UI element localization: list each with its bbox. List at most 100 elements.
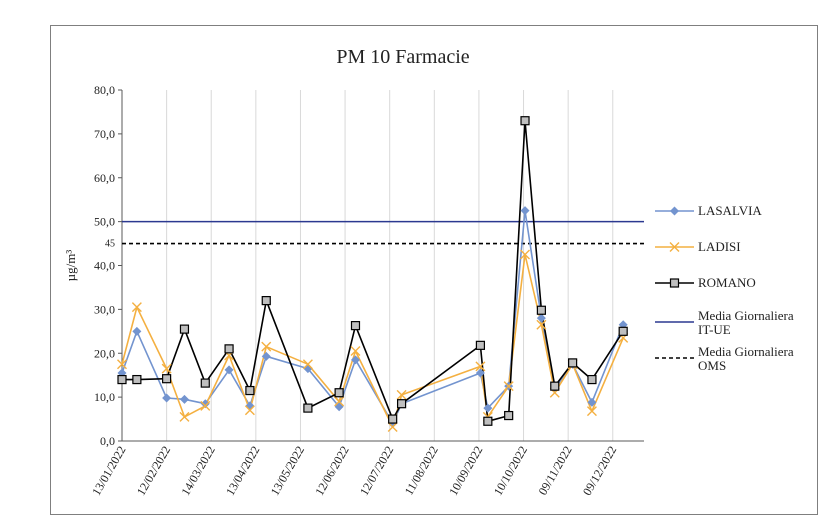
x-marker-stroke bbox=[131, 302, 142, 313]
data-point-lasalvia bbox=[179, 394, 189, 404]
x-marker-stroke bbox=[334, 396, 345, 407]
data-point-lasalvia bbox=[132, 326, 142, 336]
data-point-romano bbox=[350, 321, 361, 331]
legend-label-reference-line: IT-UE bbox=[698, 322, 731, 337]
x-tick-label: 09/11/2022 bbox=[536, 444, 575, 498]
x-marker-stroke bbox=[244, 405, 255, 416]
x-marker-stroke bbox=[586, 406, 597, 417]
data-point-romano bbox=[162, 374, 172, 384]
data-point-lasalvia bbox=[475, 368, 485, 378]
data-point-ladisi bbox=[179, 411, 190, 422]
data-point-lasalvia bbox=[587, 397, 597, 407]
data-point-romano bbox=[117, 374, 127, 385]
data-point-romano bbox=[504, 410, 514, 421]
data-point-ladisi bbox=[387, 421, 398, 432]
data-point-ladisi bbox=[261, 341, 272, 352]
y-tick-label: 10,0 bbox=[94, 390, 115, 404]
data-point-ladisi bbox=[161, 363, 172, 374]
data-point-romano bbox=[179, 324, 190, 334]
legend-label-reference-line: Media Giornaliera bbox=[698, 344, 794, 359]
y-tick-label: 60,0 bbox=[94, 171, 115, 185]
legend-marker-ladisi bbox=[669, 242, 680, 252]
data-point-lasalvia bbox=[483, 403, 493, 413]
data-point-ladisi bbox=[350, 346, 361, 357]
data-point-lasalvia bbox=[536, 313, 546, 323]
data-point-ladisi bbox=[131, 302, 142, 313]
data-point-ladisi bbox=[536, 319, 547, 330]
x-tick-label: 14/03/2022 bbox=[178, 444, 217, 498]
y-tick-label: 30,0 bbox=[94, 302, 115, 316]
y-tick-label: 0,0 bbox=[100, 434, 115, 448]
y-axis-label: µg/m³ bbox=[63, 250, 78, 282]
x-marker-stroke bbox=[669, 242, 680, 252]
data-point-ladisi bbox=[503, 381, 514, 392]
data-point-lasalvia bbox=[261, 351, 271, 361]
data-point-lasalvia bbox=[520, 206, 530, 216]
data-point-romano bbox=[483, 416, 493, 426]
y-tick-label: 40,0 bbox=[94, 259, 115, 273]
x-tick-label: 11/08/2022 bbox=[402, 444, 441, 498]
data-point-ladisi bbox=[200, 400, 211, 411]
x-marker-stroke bbox=[475, 361, 486, 372]
x-marker-stroke bbox=[387, 421, 398, 432]
data-point-romano bbox=[388, 414, 398, 424]
data-point-ladisi bbox=[244, 405, 255, 416]
data-point-romano bbox=[520, 116, 530, 126]
data-point-romano bbox=[550, 381, 560, 391]
chart-frame: PM 10 Farmacie 13/01/2022 12/02/2022 14/03/… bbox=[50, 25, 818, 515]
x-tick-label: 12/02/2022 bbox=[134, 444, 173, 498]
x-marker-stroke bbox=[161, 363, 172, 374]
data-point-lasalvia bbox=[200, 399, 210, 409]
legend-label-reference-line: OMS bbox=[698, 358, 726, 373]
x-marker-stroke bbox=[200, 400, 211, 411]
x-tick-label: 10/09/2022 bbox=[446, 444, 485, 498]
legend-marker-lasalvia bbox=[670, 206, 679, 216]
data-point-romano bbox=[224, 344, 234, 354]
data-point-romano bbox=[536, 305, 546, 315]
x-tick-label: 13/04/2022 bbox=[223, 444, 262, 498]
legend-label-lasalvia: LASALVIA bbox=[698, 203, 762, 218]
x-marker-stroke bbox=[503, 381, 514, 392]
x-marker-stroke bbox=[520, 249, 531, 260]
y-tick-label: 70,0 bbox=[94, 127, 115, 141]
x-tick-label: 10/10/2022 bbox=[491, 444, 530, 498]
legend-label-romano: ROMANO bbox=[698, 275, 756, 290]
data-point-romano bbox=[200, 378, 210, 388]
series-line-lasalvia bbox=[121, 209, 624, 425]
data-point-romano bbox=[132, 374, 142, 385]
data-point-lasalvia bbox=[350, 355, 360, 365]
x-marker-stroke bbox=[302, 359, 313, 370]
data-point-romano bbox=[568, 358, 578, 368]
data-point-ladisi bbox=[396, 389, 407, 400]
reference-value-annotation: 45 bbox=[105, 239, 115, 250]
chart-title: PM 10 Farmacie bbox=[336, 46, 469, 68]
data-point-ladisi bbox=[475, 361, 486, 372]
data-point-romano bbox=[475, 340, 486, 350]
x-tick-label: 09/12/2022 bbox=[580, 444, 619, 498]
series-line-romano bbox=[122, 119, 624, 423]
x-tick-label: 13/01/2022 bbox=[89, 444, 128, 498]
y-tick-label: 80,0 bbox=[94, 83, 115, 97]
data-point-romano bbox=[245, 385, 255, 396]
x-marker-stroke bbox=[117, 359, 127, 370]
data-point-ladisi bbox=[117, 359, 127, 370]
x-marker-stroke bbox=[350, 346, 361, 357]
data-point-romano bbox=[587, 374, 597, 385]
legend-marker-romano bbox=[669, 278, 680, 288]
y-tick-label: 20,0 bbox=[94, 346, 115, 360]
pm10-line-chart: PM 10 Farmacie 13/01/2022 12/02/2022 14/03/… bbox=[63, 46, 794, 498]
data-point-lasalvia bbox=[162, 393, 172, 403]
data-point-ladisi bbox=[302, 359, 313, 370]
series-line-ladisi bbox=[121, 253, 624, 428]
x-tick-label: 13/05/2022 bbox=[268, 444, 307, 498]
x-tick-label: 12/07/2022 bbox=[357, 444, 396, 498]
data-point-ladisi bbox=[520, 249, 531, 260]
data-point-ladisi bbox=[586, 406, 597, 417]
data-point-ladisi bbox=[334, 396, 345, 407]
x-marker-stroke bbox=[179, 411, 190, 422]
data-point-romano bbox=[396, 399, 407, 409]
data-point-romano bbox=[261, 296, 271, 306]
x-marker-stroke bbox=[396, 389, 407, 400]
x-marker-stroke bbox=[261, 341, 272, 352]
x-tick-label: 12/06/2022 bbox=[312, 444, 351, 498]
